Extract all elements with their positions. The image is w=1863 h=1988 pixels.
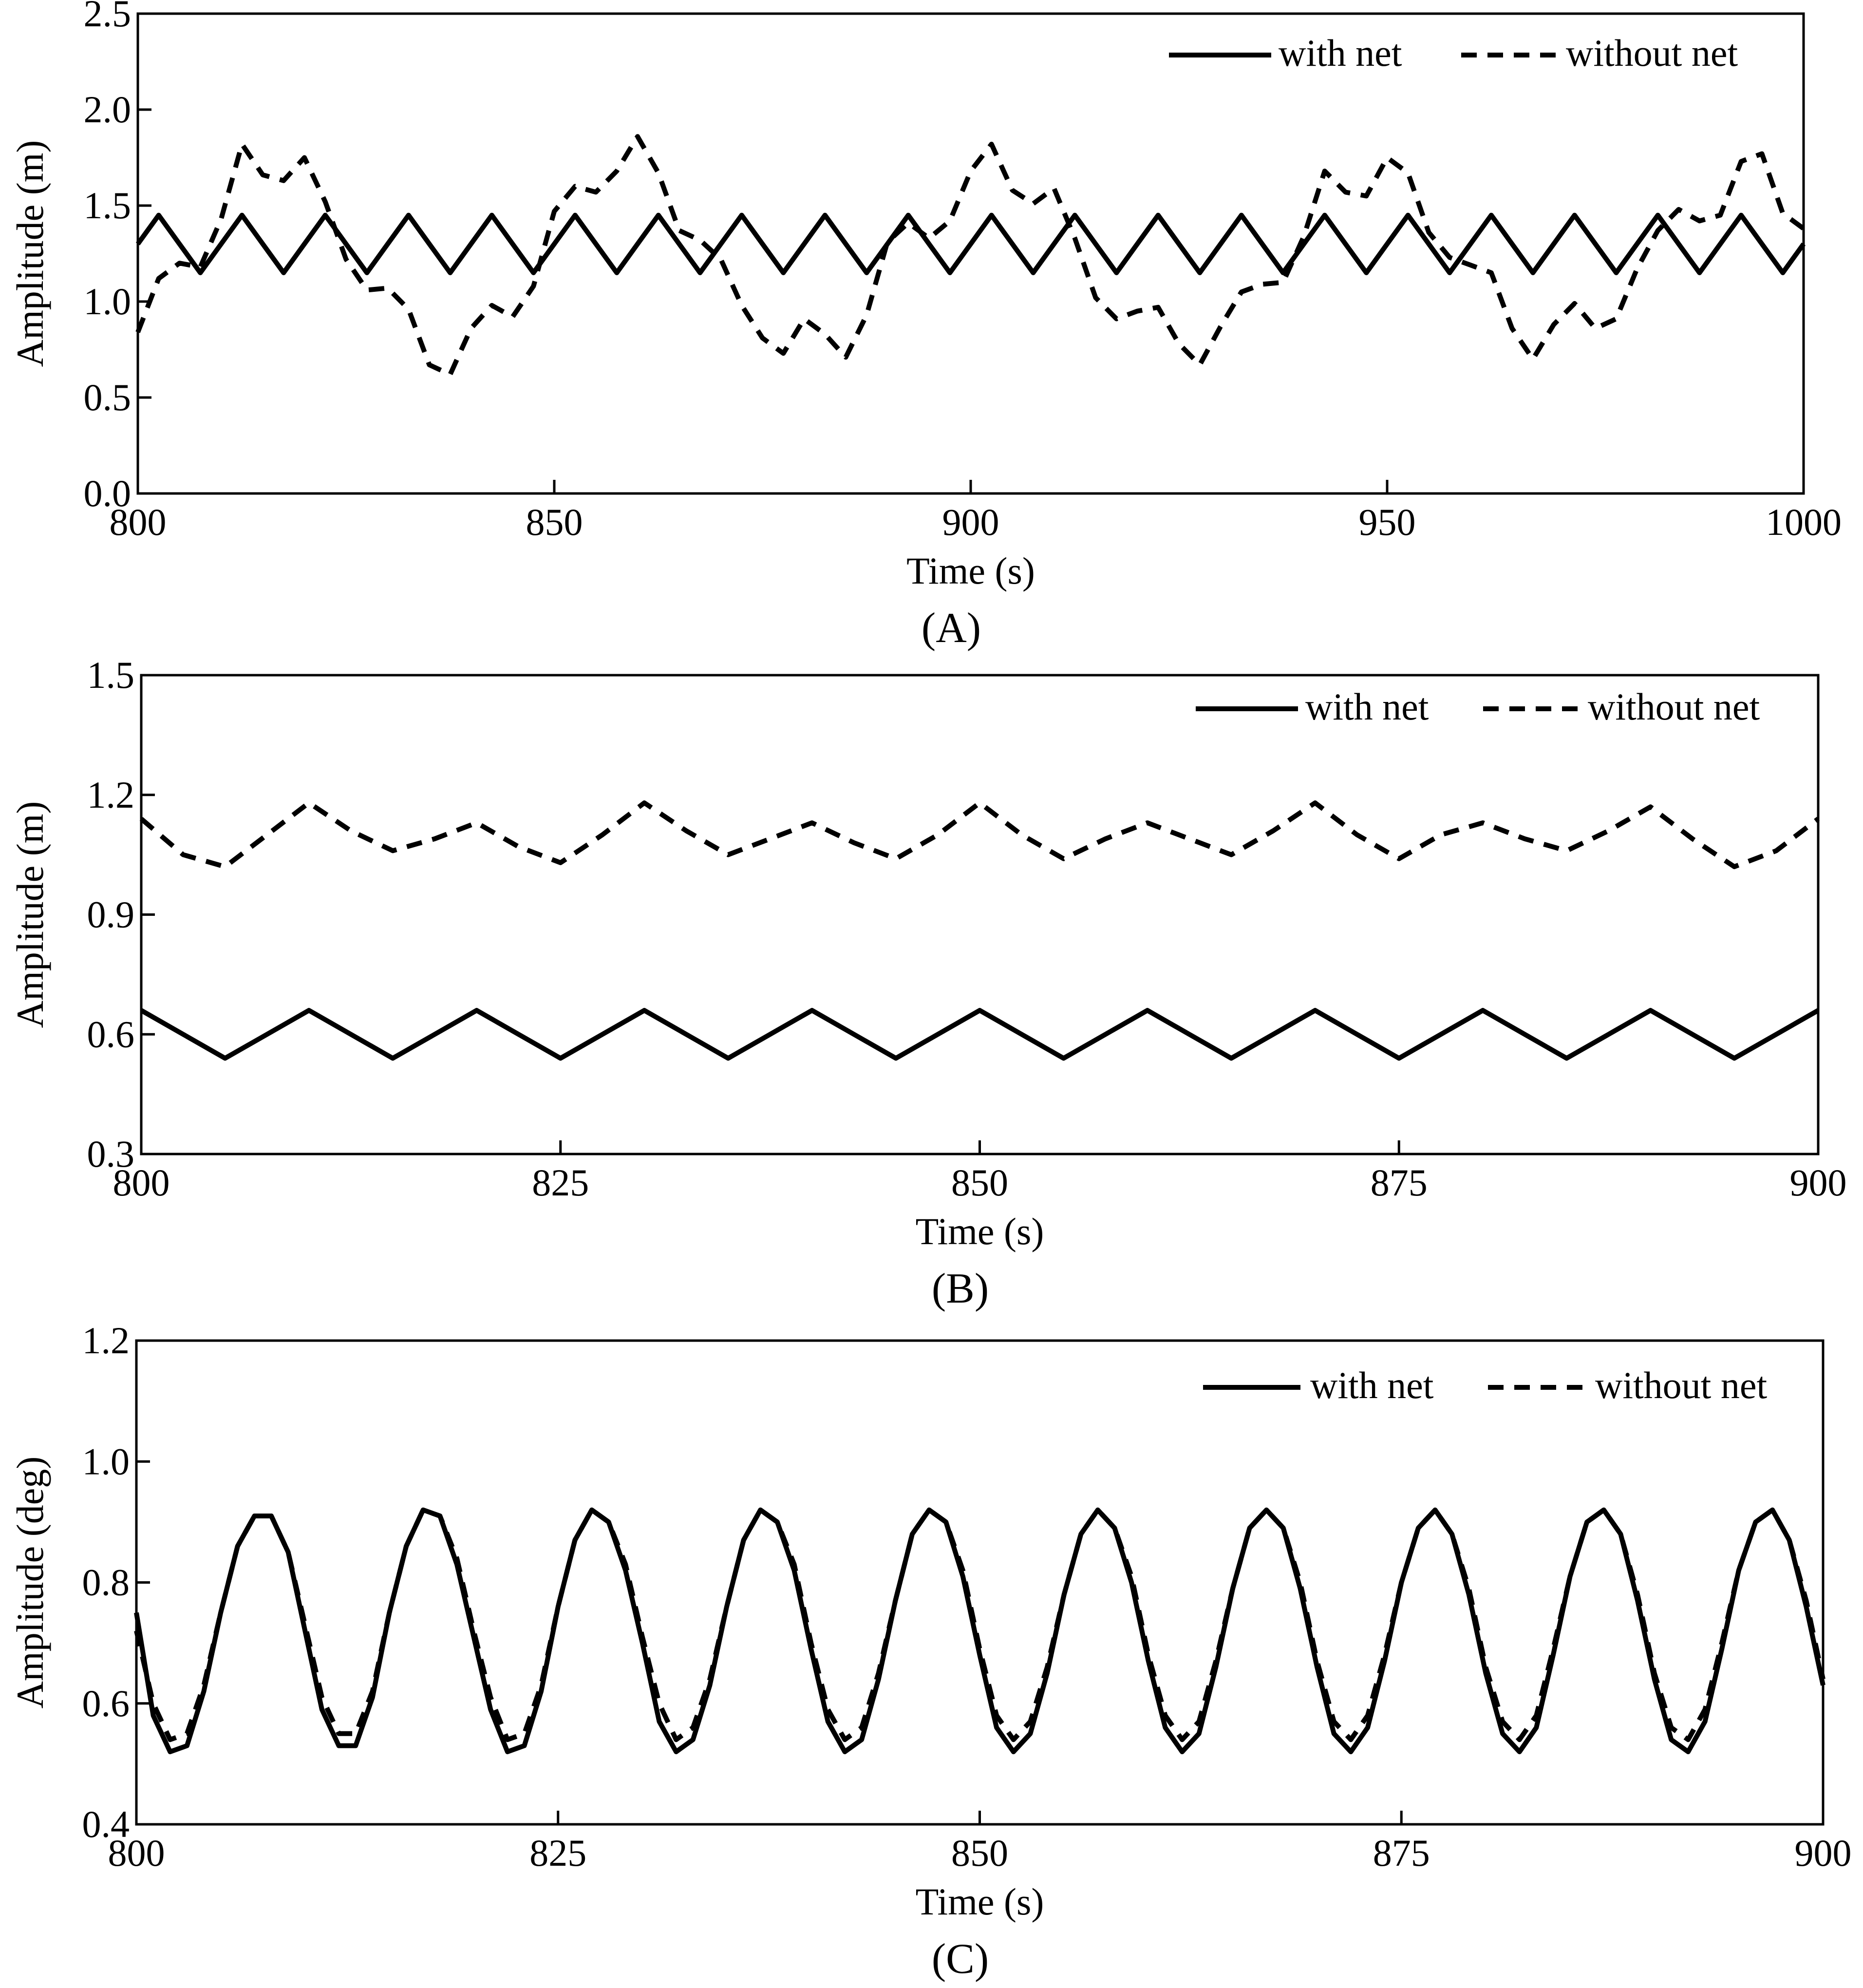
legend-label: without net — [1588, 685, 1760, 728]
x-tick-label: 800 — [108, 1832, 165, 1874]
x-tick-label: 875 — [1371, 1161, 1428, 1204]
y-tick-label: 1.0 — [84, 280, 132, 322]
y-tick-label: 0.0 — [84, 472, 132, 514]
y-tick-label: 1.5 — [87, 654, 135, 696]
legend-label: with net — [1279, 32, 1402, 74]
y-tick-label: 0.5 — [84, 376, 132, 418]
x-tick-label: 825 — [532, 1161, 589, 1204]
y-tick-label: 0.6 — [82, 1682, 130, 1724]
series-line-with-net — [135, 212, 1806, 275]
x-tick-label: 900 — [1790, 1161, 1847, 1204]
x-tick-label: 850 — [951, 1832, 1008, 1874]
x-tick-label: 1000 — [1766, 501, 1842, 543]
y-axis-label: Amplitude (m) — [9, 140, 51, 367]
series-line-without-net — [139, 800, 1820, 870]
x-tick-label: 825 — [529, 1832, 586, 1874]
series-line-with-net — [140, 1008, 1820, 1061]
legend-label: without net — [1595, 1364, 1767, 1406]
y-tick-label: 0.4 — [82, 1803, 130, 1845]
y-axis-label: Amplitude (m) — [9, 801, 51, 1028]
x-tick-label: 850 — [526, 501, 583, 543]
y-tick-label: 0.6 — [87, 1013, 135, 1055]
x-tick-label: 875 — [1373, 1832, 1430, 1874]
plot-frame — [140, 674, 1820, 1155]
y-tick-label: 1.2 — [82, 1319, 130, 1362]
legend-label: with net — [1310, 1364, 1434, 1406]
legend: with net without net — [1169, 32, 1738, 74]
series-line-without-net — [134, 1507, 1825, 1742]
chart-panel-2: 800 825 850 875 900 0.3 0.6 0.9 1.2 1.5 Time (s) Am… — [9, 654, 1847, 1312]
y-tick-label: 1.0 — [82, 1440, 130, 1482]
x-axis-label: Time (s) — [916, 1880, 1044, 1923]
x-axis-label: Time (s) — [906, 549, 1035, 592]
chart-panel-1: 800 850 900 950 1000 0.0 0.5 1.0 1.5 2.0 2.5 Time (… — [9, 0, 1842, 652]
x-tick-label: 800 — [110, 501, 167, 543]
y-tick-label: 1.2 — [87, 774, 135, 816]
legend-label: without net — [1566, 32, 1738, 74]
chart-panel-3: 800 825 850 875 900 0.4 0.6 0.8 1.0 1.2 Time (s) Am… — [9, 1319, 1852, 1983]
x-tick-label: 900 — [1795, 1832, 1852, 1874]
panel-label: (B) — [932, 1265, 989, 1312]
series-line-with-net — [134, 1507, 1825, 1755]
legend: with net without net — [1196, 685, 1760, 728]
y-tick-label: 0.9 — [87, 893, 135, 936]
x-tick-label: 900 — [942, 501, 999, 543]
y-tick-label: 1.5 — [84, 184, 132, 227]
series-line-without-net — [135, 134, 1805, 377]
panel-label: (A) — [922, 605, 981, 652]
x-tick-label: 850 — [951, 1161, 1008, 1204]
x-tick-label: 800 — [113, 1161, 170, 1204]
legend: with net without net — [1203, 1364, 1767, 1406]
panel-label: (C) — [932, 1935, 989, 1983]
y-tick-label: 0.3 — [87, 1133, 135, 1175]
y-axis-label: Amplitude (deg) — [9, 1457, 51, 1709]
y-tick-label: 2.0 — [84, 88, 132, 131]
y-tick-label: 2.5 — [84, 0, 132, 35]
x-axis-label: Time (s) — [916, 1210, 1044, 1252]
plot-frame — [136, 12, 1805, 495]
y-tick-label: 0.8 — [82, 1561, 130, 1604]
x-tick-label: 950 — [1359, 501, 1416, 543]
legend-label: with net — [1305, 685, 1429, 728]
